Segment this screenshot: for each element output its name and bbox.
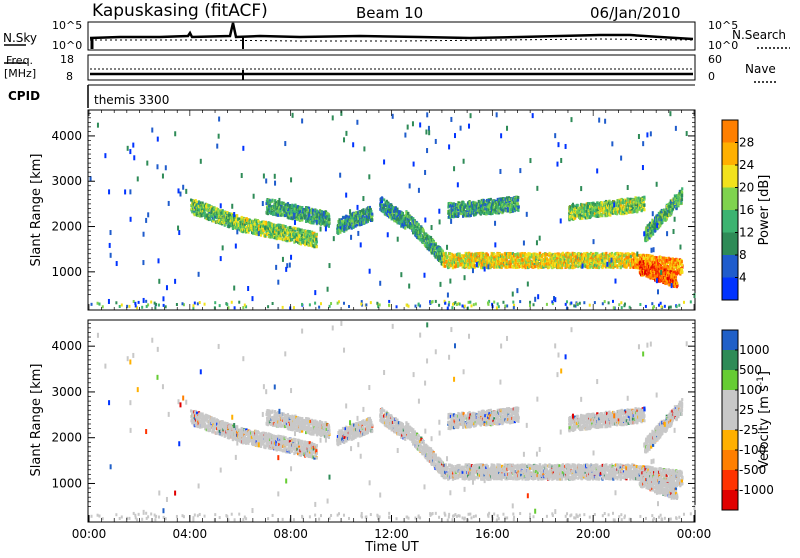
freq-right-tick-top: 60 (708, 53, 722, 66)
power-cell (337, 232, 339, 235)
power-cell (444, 265, 446, 268)
beam-title: Beam 10 (356, 4, 423, 22)
power-cell (604, 259, 606, 262)
power-cell (487, 253, 489, 256)
cpid-panel: CPID themis 3300 (8, 85, 695, 108)
power-cell (218, 212, 220, 215)
power-cell (676, 285, 678, 288)
nsky-label: N.Sky (3, 31, 37, 45)
power-cell (271, 199, 273, 202)
power-cell (493, 253, 495, 256)
power-cell (269, 201, 271, 204)
power-cell (681, 260, 683, 263)
power-cell (316, 245, 318, 248)
power-cell (446, 255, 448, 258)
nave-label: Nave (745, 62, 776, 76)
freq-left-tick-top: 18 (60, 53, 74, 66)
power-cell (203, 211, 205, 214)
nsky-left-tick-top: 10^5 (52, 19, 82, 32)
power-cell (328, 221, 330, 224)
freq-right-tick-bottom: 0 (708, 70, 715, 83)
station-title: Kapuskasing (fitACF) (92, 1, 268, 21)
power-cell (528, 265, 530, 268)
power-cell (676, 272, 678, 275)
nsky-trace (90, 23, 693, 39)
cpid-label: CPID (8, 89, 40, 103)
power-cell (316, 241, 318, 244)
freq-left-tick-bottom: 8 (66, 70, 73, 83)
power-cell (583, 252, 585, 255)
power-cell (681, 264, 683, 267)
power-cell (663, 269, 665, 272)
power-cell (381, 200, 383, 203)
power-cell (457, 262, 459, 265)
freq-label-line1: Freq. (6, 54, 33, 67)
power-cell (477, 252, 479, 255)
power-cell (393, 219, 395, 222)
freq-panel: Freq. [MHz] 18 8 60 0 Nave (4, 53, 778, 83)
power-cell (238, 217, 240, 220)
power-cell (279, 237, 281, 240)
power-cell (316, 233, 318, 236)
power-cell (534, 265, 536, 268)
power-cell (630, 255, 632, 258)
power-cell (598, 266, 600, 269)
power-cell (660, 267, 662, 270)
power-cell (383, 198, 385, 201)
date-title: 06/Jan/2010 (590, 4, 681, 22)
power-cell (342, 216, 344, 219)
cpid-program: themis 3300 (94, 93, 169, 107)
power-cell (458, 252, 460, 255)
power-cell (681, 268, 683, 271)
power-cell (328, 215, 330, 218)
power-cell (647, 262, 649, 265)
power-cell (620, 266, 622, 269)
power-cell (407, 212, 409, 215)
power-cell (289, 226, 291, 229)
power-cell (371, 218, 373, 221)
power-cell (681, 271, 683, 274)
nsky-left-tick-bottom: 10^0 (52, 39, 82, 52)
power-cell (367, 218, 369, 221)
power-cell (640, 264, 642, 267)
power-cell (422, 230, 424, 233)
power-cell (441, 250, 443, 253)
power-cell (284, 225, 286, 228)
power-cell (352, 226, 354, 229)
nsearch-label: N.Search (732, 28, 786, 42)
nsky-panel: N.Sky 10^5 10^0 10^5 10^0 N.Search (3, 19, 790, 52)
power-cell (639, 260, 641, 263)
power-cell (660, 256, 662, 259)
power-cell (404, 227, 406, 230)
freq-label-line2: [MHz] (4, 67, 36, 80)
power-cell (328, 218, 330, 221)
power-cell (676, 282, 678, 285)
power-cell (294, 227, 296, 230)
power-cell (209, 218, 211, 221)
power-cell (371, 213, 373, 216)
power-cell (291, 205, 293, 208)
power-cell (510, 252, 512, 255)
power-cell (619, 252, 621, 255)
power-cell (315, 238, 317, 241)
